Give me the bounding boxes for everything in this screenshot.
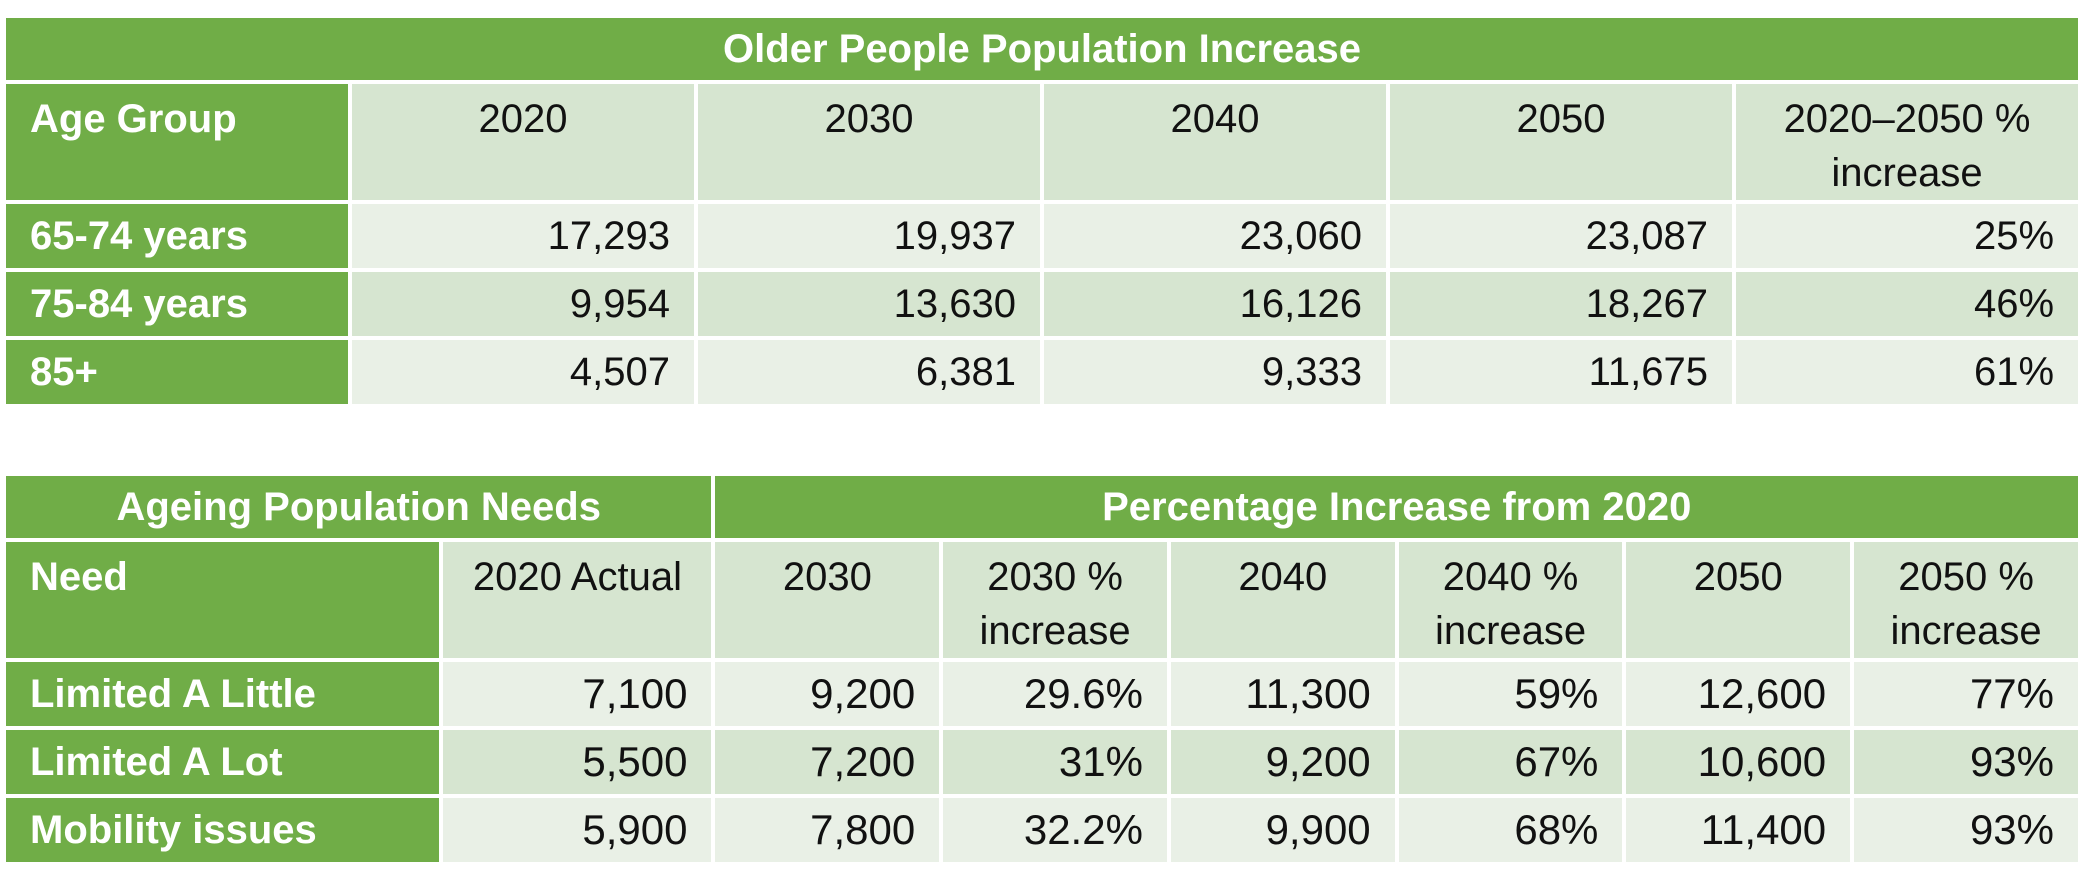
- row-label: Limited A Little: [6, 662, 440, 726]
- table-cell: 13,630: [698, 272, 1040, 336]
- column-header-percent-increase: 2020–2050 % increase: [1736, 84, 2079, 200]
- table-cell: 11,675: [1390, 340, 1732, 404]
- table-cell: 93%: [1854, 798, 2078, 862]
- table-cell: 9,200: [715, 662, 940, 726]
- table-row: 65-74 years 17,293 19,937 23,060 23,087 …: [6, 204, 2079, 268]
- table-cell: 77%: [1854, 662, 2078, 726]
- column-header-age-group: Age Group: [6, 84, 348, 200]
- table-cell: 5,900: [443, 798, 712, 862]
- row-label: 65-74 years: [6, 204, 348, 268]
- column-header-2020: 2020: [352, 84, 694, 200]
- table-row: Mobility issues 5,900 7,800 32.2% 9,900 …: [6, 798, 2078, 862]
- table-title-increase: Percentage Increase from 2020: [715, 476, 2078, 538]
- column-header-2030: 2030: [715, 542, 940, 658]
- table-cell: 7,800: [715, 798, 940, 862]
- table-cell: 29.6%: [943, 662, 1167, 726]
- column-header-2040: 2040: [1170, 542, 1395, 658]
- table-cell: 9,200: [1170, 730, 1395, 794]
- table-cell: 61%: [1736, 340, 2079, 404]
- table-cell: 11,300: [1170, 662, 1395, 726]
- table-cell: 7,200: [715, 730, 940, 794]
- table-cell: 23,060: [1044, 204, 1386, 268]
- table-cell: 9,954: [352, 272, 694, 336]
- table-cell: 18,267: [1390, 272, 1732, 336]
- table-cell: 46%: [1736, 272, 2079, 336]
- column-header-2020-actual: 2020 Actual: [443, 542, 712, 658]
- table-row: Limited A Little 7,100 9,200 29.6% 11,30…: [6, 662, 2078, 726]
- population-increase-table: Older People Population Increase Age Gro…: [2, 14, 2080, 408]
- table-cell: 68%: [1398, 798, 1623, 862]
- column-header-2050: 2050: [1390, 84, 1732, 200]
- table-row: 75-84 years 9,954 13,630 16,126 18,267 4…: [6, 272, 2079, 336]
- table-title: Older People Population Increase: [6, 18, 2079, 80]
- table-cell: 5,500: [443, 730, 712, 794]
- table-cell: 16,126: [1044, 272, 1386, 336]
- table-cell: 6,381: [698, 340, 1040, 404]
- table-cell: 11,400: [1626, 798, 1851, 862]
- row-label: Limited A Lot: [6, 730, 440, 794]
- table-cell: 9,333: [1044, 340, 1386, 404]
- row-label: Mobility issues: [6, 798, 440, 862]
- table-cell: 25%: [1736, 204, 2079, 268]
- table-cell: 23,087: [1390, 204, 1732, 268]
- column-header-2040-percent: 2040 % increase: [1398, 542, 1623, 658]
- column-header-need: Need: [6, 542, 440, 658]
- column-header-2040: 2040: [1044, 84, 1386, 200]
- table-cell: 9,900: [1170, 798, 1395, 862]
- table-cell: 32.2%: [943, 798, 1167, 862]
- table-cell: 10,600: [1626, 730, 1851, 794]
- row-label: 75-84 years: [6, 272, 348, 336]
- table-cell: 93%: [1854, 730, 2078, 794]
- column-header-2050: 2050: [1626, 542, 1851, 658]
- table-cell: 7,100: [443, 662, 712, 726]
- table-title-needs: Ageing Population Needs: [6, 476, 712, 538]
- column-header-2030: 2030: [698, 84, 1040, 200]
- row-label: 85+: [6, 340, 348, 404]
- table-cell: 59%: [1398, 662, 1623, 726]
- ageing-needs-table: Ageing Population Needs Percentage Incre…: [2, 472, 2080, 866]
- table-cell: 67%: [1398, 730, 1623, 794]
- table-cell: 17,293: [352, 204, 694, 268]
- table-row: 85+ 4,507 6,381 9,333 11,675 61%: [6, 340, 2079, 404]
- table-cell: 19,937: [698, 204, 1040, 268]
- table-cell: 31%: [943, 730, 1167, 794]
- table-cell: 12,600: [1626, 662, 1851, 726]
- table-cell: 4,507: [352, 340, 694, 404]
- column-header-2050-percent: 2050 % increase: [1854, 542, 2078, 658]
- column-header-2030-percent: 2030 % increase: [943, 542, 1167, 658]
- table-row: Limited A Lot 5,500 7,200 31% 9,200 67% …: [6, 730, 2078, 794]
